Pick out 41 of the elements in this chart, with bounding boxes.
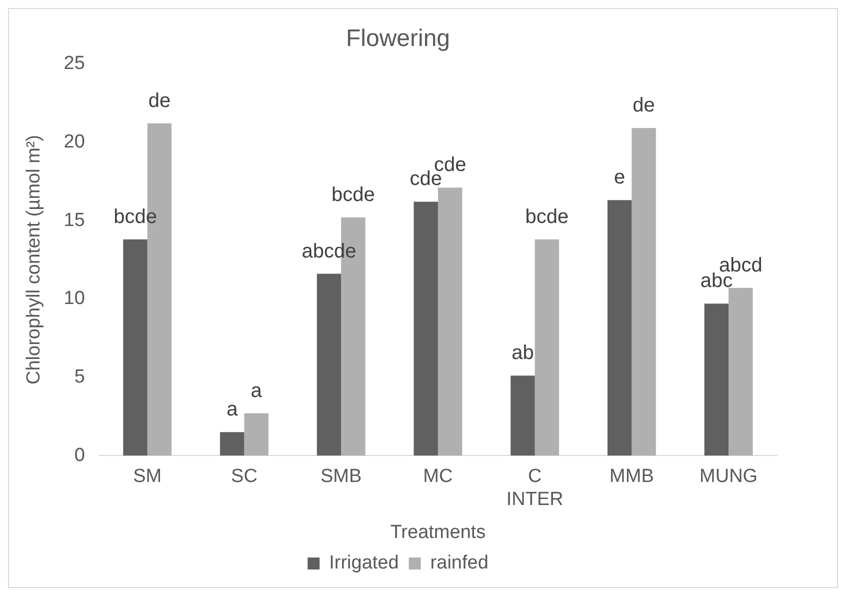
data-label: a	[226, 398, 239, 421]
x-tick-label: MMB	[610, 466, 654, 488]
y-tick-label: 25	[64, 53, 85, 74]
x-axis-title: Treatments	[390, 522, 486, 543]
bar	[728, 288, 753, 456]
legend-label: rainfed	[430, 552, 488, 574]
bar	[316, 274, 342, 456]
x-tick-label: MUNG	[700, 466, 758, 488]
bar	[220, 432, 244, 456]
bar	[244, 413, 268, 456]
legend-label: Irrigated	[329, 552, 399, 574]
y-tick-label: 0	[74, 444, 85, 466]
data-label: bcde	[332, 184, 375, 206]
data-label: bcde	[114, 206, 157, 228]
bar	[414, 202, 438, 456]
data-label: abcde	[302, 240, 356, 262]
data-label: de	[148, 90, 171, 112]
y-tick-label: 10	[64, 288, 85, 310]
data-label: a	[250, 380, 263, 402]
y-tick-label: 20	[64, 131, 85, 152]
chart-title: Flowering	[346, 25, 450, 52]
data-label: bcde	[525, 206, 569, 228]
x-tick-label: MC	[423, 466, 453, 488]
data-label: de	[632, 94, 655, 117]
x-tick-label: SMB	[320, 466, 362, 488]
x-tick-label: SC	[231, 466, 258, 488]
data-label: e	[614, 166, 626, 189]
bar	[607, 200, 632, 456]
bar	[632, 128, 656, 456]
bar	[123, 239, 148, 456]
bar	[704, 304, 729, 456]
bar	[510, 376, 535, 456]
y-tick-label: 15	[64, 210, 85, 231]
x-tick-label: C INTER	[506, 466, 564, 510]
y-axis-title: Chlorophyll content (µmol m²)	[24, 134, 45, 384]
data-label: ab	[512, 342, 534, 364]
y-tick-label: 5	[74, 366, 85, 388]
x-tick-label: SM	[133, 466, 162, 488]
bar	[438, 188, 462, 456]
data-label: abcd	[718, 254, 762, 276]
bar	[534, 239, 560, 456]
